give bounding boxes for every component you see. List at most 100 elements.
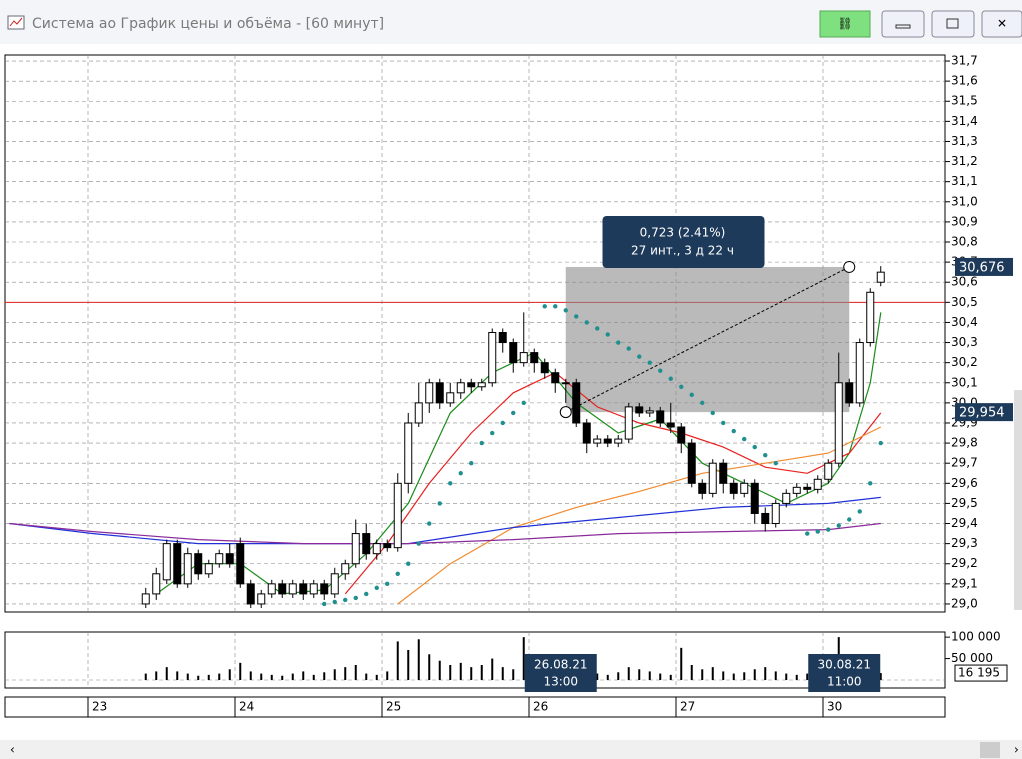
volume-bar (512, 669, 515, 680)
volume-bar (323, 672, 326, 680)
app-icon-line (9, 17, 23, 27)
candle-body (467, 382, 476, 388)
sar-dot (395, 571, 400, 576)
sar-dot (385, 581, 390, 587)
y-tick-label: 30,4 (951, 315, 978, 329)
volume-bar (501, 667, 504, 680)
candle-body (582, 422, 591, 444)
price-label: 30,676 (959, 260, 1005, 275)
sar-dot (416, 541, 421, 546)
sar-dot (605, 332, 610, 337)
sar-dot (626, 346, 631, 351)
candle-body (509, 342, 518, 364)
scrollbar[interactable] (0, 740, 1022, 759)
link-button[interactable] (819, 10, 871, 38)
candle-body (855, 342, 864, 404)
sar-dot (668, 376, 673, 381)
sar-dot (637, 354, 642, 359)
sar-dot (616, 340, 621, 345)
volume-bar (365, 673, 368, 680)
candle-body (740, 482, 749, 494)
candle-body (488, 331, 497, 384)
cursor-time: 11:00 (827, 675, 862, 689)
candle-body (152, 573, 161, 595)
volume-bar (795, 674, 798, 680)
v-scrollbar[interactable] (1014, 390, 1022, 610)
candle-body (498, 331, 507, 344)
x-tick-label: 25 (386, 700, 401, 714)
candle-body (561, 382, 570, 385)
sar-dot (721, 420, 726, 426)
volume-bar (239, 662, 242, 680)
y-tick-label: 30,8 (951, 235, 978, 249)
sar-dot (521, 400, 526, 406)
sar-dot (479, 440, 484, 446)
volume-bar (690, 665, 693, 680)
sar-dot (805, 531, 810, 536)
volume-bar (459, 662, 462, 680)
volume-tick-label: 50 000 (951, 651, 993, 665)
volume-panel (4, 631, 946, 689)
sar-dot (868, 481, 873, 486)
price-label-bg (955, 257, 1013, 276)
sar-dot (847, 517, 852, 522)
volume-bar (701, 669, 704, 680)
close-icon: ✕ (997, 17, 1007, 31)
sar-dot (469, 460, 474, 466)
candle-body (834, 382, 843, 464)
sar-dot (584, 320, 589, 325)
cursor-date: 30.08.21 (818, 658, 871, 672)
volume-bar (753, 669, 756, 680)
y-tick-label: 31,3 (951, 134, 978, 148)
scroll-thumb[interactable] (980, 742, 1000, 758)
sar-dot (490, 430, 495, 436)
candle-body (719, 462, 728, 484)
sar-dot (553, 304, 558, 309)
sar-dot (437, 501, 442, 506)
volume-bar (680, 647, 683, 680)
volume-bar (806, 673, 809, 680)
candle-body (414, 402, 423, 424)
minimize-button[interactable] (881, 10, 925, 38)
measure-line (565, 266, 850, 413)
candle-body (698, 482, 707, 494)
candle-body (656, 410, 665, 424)
volume-bar (344, 667, 347, 680)
sar-dot (815, 529, 820, 534)
volume-bar (417, 639, 420, 680)
sar-dot (364, 591, 369, 597)
y-tick-label: 29,1 (951, 576, 978, 590)
sar-dot (763, 452, 768, 458)
candle-body (446, 392, 455, 404)
candle-body (792, 486, 801, 494)
y-tick-label: 29,7 (951, 456, 978, 470)
candle-body (278, 583, 287, 595)
candle-body (530, 352, 539, 364)
close-button[interactable] (981, 10, 1022, 38)
candle-body (729, 482, 738, 494)
price-panel (4, 54, 946, 613)
volume-bar (312, 674, 315, 680)
volume-bar (407, 650, 410, 680)
volume-bar (743, 672, 746, 680)
volume-bar (228, 669, 231, 680)
window-title: Система ао График цены и объёма - [60 ми… (32, 16, 384, 32)
measure-tooltip (602, 216, 765, 268)
candle-body (435, 382, 444, 404)
maximize-button[interactable] (931, 10, 975, 38)
volume-bar (627, 667, 630, 680)
sar-dot (647, 360, 652, 365)
y-tick-label: 29,8 (951, 436, 978, 450)
volume-bar (270, 674, 273, 680)
volume-bar (732, 673, 735, 680)
volume-bar (617, 672, 620, 680)
candle-body (876, 271, 885, 283)
sar-dot (542, 304, 547, 309)
scroll-right[interactable]: › (1014, 743, 1019, 757)
volume-bar (449, 665, 452, 680)
scroll-left[interactable]: ‹ (10, 743, 15, 757)
volume-bar (522, 637, 525, 680)
volume-bar (764, 667, 767, 680)
indicator-line (397, 426, 882, 605)
candle-body (750, 482, 759, 514)
